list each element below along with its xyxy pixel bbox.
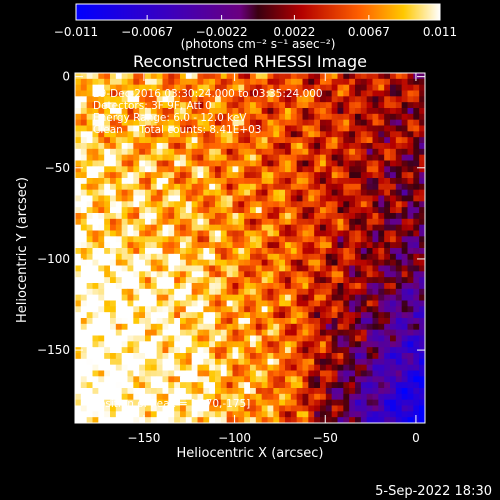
x-tick-label: −150: [127, 431, 160, 445]
y-axis-label: Heliocentric Y (arcsec): [15, 177, 30, 323]
x-axis-ticks: −150 −100 −50 0: [127, 73, 420, 445]
colorbar-tick-label: 0.011: [423, 25, 457, 39]
chart-title: Reconstructed RHESSI Image: [133, 52, 367, 71]
footer-date: 5-Sep-2022 18:30: [375, 484, 492, 499]
colorbar-tick-label: −0.0067: [121, 25, 173, 39]
colorbar-gradient: [75, 3, 441, 21]
y-tick-label: 0: [62, 70, 70, 84]
colorbar-units: (photons cm⁻² s⁻¹ asec⁻²): [181, 37, 336, 51]
plot-frame: [74, 72, 426, 424]
colorbar: −0.011 −0.0067 −0.0022 0.0022 0.0067 0.011 (p…: [54, 3, 457, 51]
heatmap-image: [75, 73, 425, 423]
colorbar-tick-label: 0.0022: [273, 25, 315, 39]
annotation-detectors: Detectors: 3F 9F, Att 0: [93, 100, 212, 112]
colorbar-tick-label: 0.0067: [348, 25, 390, 39]
x-axis-label: Heliocentric X (arcsec): [177, 446, 324, 461]
colorbar-tick-label: −0.0022: [196, 25, 248, 39]
annotation-energy-range: Energy Range: 6.0 - 12.0 keV: [93, 112, 247, 124]
x-tick-label: −50: [313, 431, 338, 445]
y-tick-label: −150: [37, 343, 70, 357]
colorbar-tick-label: −0.011: [54, 25, 98, 39]
y-tick-label: −100: [37, 252, 70, 266]
y-tick-label: −50: [45, 161, 70, 175]
annotations: 29-Dec-2016 03:30:24.000 to 03:35:24.000…: [93, 88, 323, 410]
x-tick-label: −100: [218, 431, 251, 445]
annotation-peak-position: Position of Peak = [-170,-175]: [93, 398, 250, 410]
x-tick-label: 0: [412, 431, 420, 445]
colorbar-ticks: −0.011 −0.0067 −0.0022 0.0022 0.0067 0.011: [54, 15, 457, 39]
y-axis-ticks: 0 −50 −100 −150: [37, 70, 425, 357]
annotation-time-range: 29-Dec-2016 03:30:24.000 to 03:35:24.000: [93, 88, 323, 100]
annotation-total-counts: Clean Total counts: 8.41E+03: [93, 124, 262, 136]
